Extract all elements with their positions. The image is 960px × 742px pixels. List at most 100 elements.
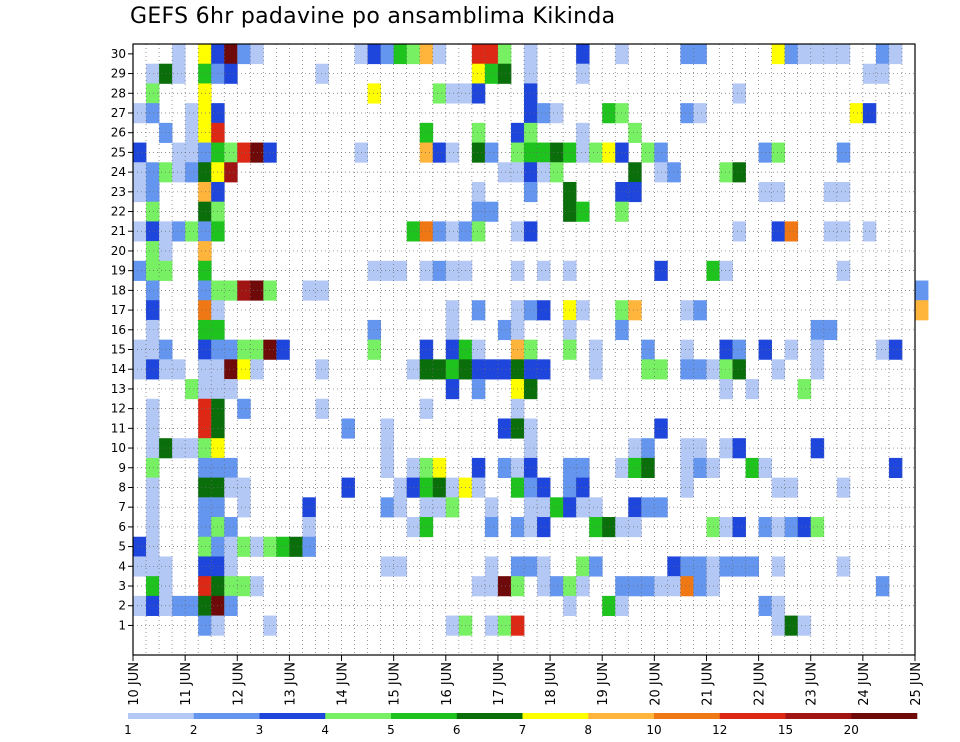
heatmap-cell [133,162,147,183]
heatmap-cell [576,44,590,65]
heatmap-cell [237,398,251,419]
heatmap-cell [576,576,590,597]
heatmap-cell [693,103,707,124]
heatmap-cell [198,379,212,400]
heatmap-cell [133,556,147,577]
heatmap-cell [524,497,538,518]
heatmap-cell [745,457,759,479]
heatmap-cell [693,556,707,577]
heatmap-cell [836,44,851,65]
heatmap-cell [263,142,277,163]
heatmap-cell [484,201,499,222]
heatmap-cell [771,359,786,380]
heatmap-cell [224,44,238,65]
heatmap-cell [146,556,160,577]
heatmap-cell [484,142,499,163]
heatmap-cell [276,536,290,557]
heatmap-cell [237,477,251,498]
heatmap-cell [146,339,160,360]
legend-swatch [851,713,918,719]
x-tick-label: 22 JUN [753,662,768,706]
x-tick-label: 12 JUN [231,662,246,706]
heatmap-cell [641,576,655,597]
legend-swatch [456,713,523,719]
heatmap-cell [211,44,225,65]
heatmap-cell [680,44,694,65]
heatmap-cell [524,181,538,203]
heatmap-cell [198,576,212,597]
heatmap-cell [732,438,746,459]
heatmap-cell [602,103,616,124]
heatmap-cell [198,162,212,183]
heatmap-cell [432,83,447,104]
heatmap-cell [641,438,655,459]
heatmap-cell [146,221,160,242]
y-tick-label: 2 [118,599,126,613]
heatmap-cell [419,339,434,360]
y-tick-label: 20 [111,244,126,258]
heatmap-cell [445,339,460,360]
heatmap-cell [497,162,512,183]
legend-swatch [325,713,392,719]
heatmap-cell [341,418,355,439]
heatmap-cell [497,359,512,380]
x-axis: 10 JUN 11 JUN 12 JUN 13 JUN 14 JUN 15 JUN 16 J… [127,655,924,706]
heatmap-cell [146,83,160,104]
heatmap-cell [471,83,486,104]
y-tick-label: 4 [118,559,126,573]
heatmap-cell [693,457,707,479]
y-tick-label: 30 [111,47,126,61]
y-tick-label: 18 [111,283,126,297]
heatmap-cell [471,359,486,380]
heatmap-cell [576,497,590,518]
heatmap-cell [445,221,460,242]
heatmap-cell [237,44,251,65]
x-tick-label: 20 JUN [648,662,663,706]
heatmap-cell [524,339,538,360]
heatmap-cell [237,142,251,163]
legend-swatch [128,713,195,719]
heatmap-cell [276,339,290,360]
heatmap-cell [263,280,277,301]
y-axis: 1234567891011121314151617181920212223242… [111,47,133,632]
heatmap-cell [875,576,890,597]
legend-swatch [259,713,326,719]
heatmap-cell [315,398,329,419]
y-tick-label: 26 [111,126,126,140]
heatmap-cell [497,319,512,341]
heatmap-cell [224,162,238,183]
heatmap-cell [484,517,499,538]
heatmap-cell [133,359,147,380]
heatmap-cell [732,162,746,183]
heatmap-cell [732,359,746,380]
heatmap-cell [524,162,538,183]
heatmap-cell [419,497,434,518]
heatmap-cell [445,359,460,380]
heatmap-cell [771,221,786,242]
heatmap-cell [185,122,199,143]
heatmap-cell [146,517,160,538]
heatmap-cell [810,44,825,65]
heatmap-cell [172,63,186,84]
y-tick-label: 3 [118,579,126,593]
heatmap-cell [888,457,903,479]
heatmap-cell [146,319,160,341]
heatmap-cell [185,379,199,400]
legend-swatch [588,713,655,719]
heatmap-cell [224,63,238,84]
heatmap-cell [393,477,408,498]
heatmap-cell [745,556,759,577]
y-tick-label: 15 [111,343,126,357]
heatmap-cell [445,142,460,163]
heatmap-cell [419,122,434,143]
heatmap-cell [198,517,212,538]
heatmap-cell [445,319,460,341]
heatmap-cell [367,83,382,104]
heatmap-cell [198,241,212,262]
heatmap-cell [133,595,147,616]
heatmap-cell [589,517,603,538]
heatmap-cell [263,339,277,360]
legend-label: 7 [519,723,527,737]
heatmap-cell [628,122,642,143]
heatmap-cell [602,142,616,163]
